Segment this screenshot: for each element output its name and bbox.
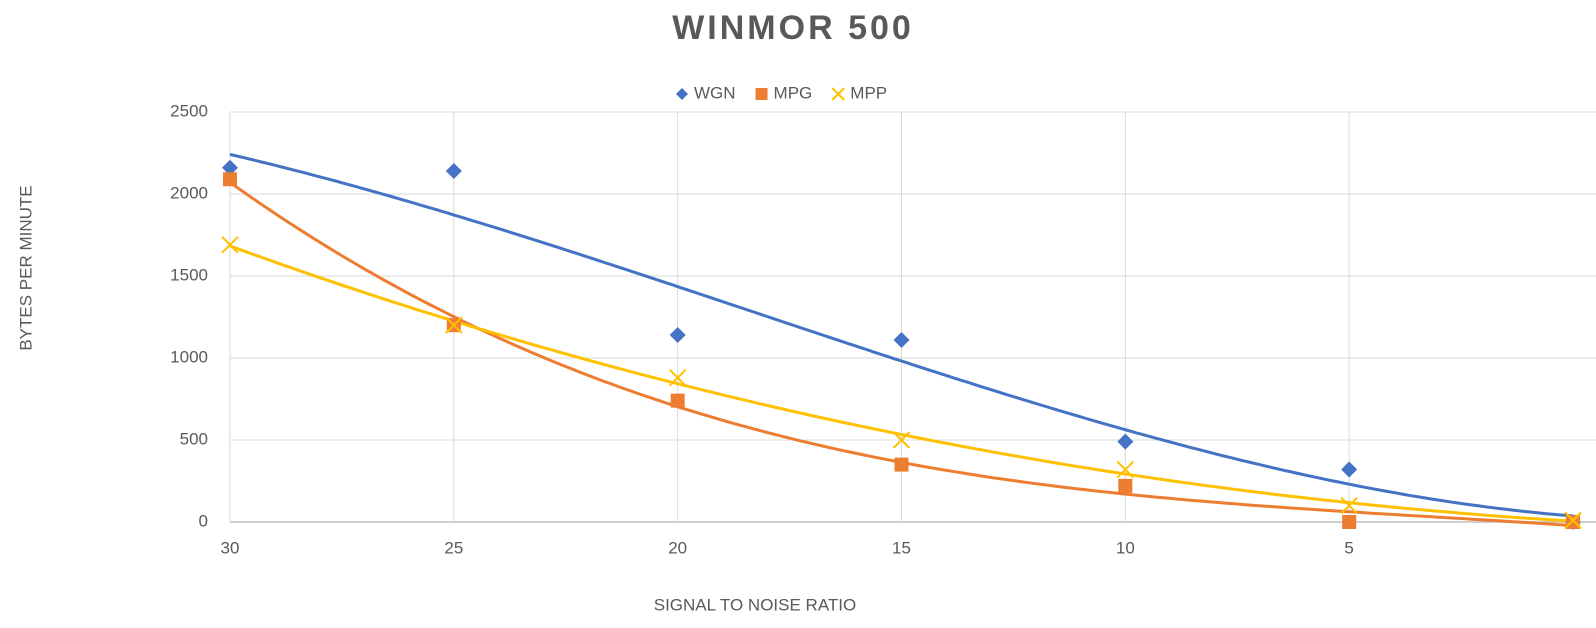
marker	[1117, 433, 1134, 450]
y-tick-label: 0	[199, 511, 208, 530]
y-tick-label: 500	[180, 429, 208, 448]
marker	[894, 457, 909, 472]
marker	[893, 331, 910, 348]
legend-label: WGN	[694, 83, 736, 102]
x-tick-label: 30	[221, 538, 240, 557]
legend-label: MPG	[774, 83, 813, 102]
legend-marker	[755, 88, 768, 100]
y-tick-label: 1000	[170, 347, 208, 366]
trendline	[229, 152, 1574, 518]
x-tick-label: 15	[892, 538, 911, 557]
legend-item: MPG	[755, 83, 813, 102]
legend-marker	[831, 87, 845, 101]
marker	[222, 159, 238, 176]
marker	[223, 172, 237, 187]
x-tick-label: 5	[1344, 538, 1353, 557]
legend-label: MPP	[850, 83, 887, 102]
legend-item: WGN	[676, 83, 736, 102]
marker	[1340, 496, 1358, 515]
series	[221, 236, 1582, 530]
y-tick-label: 2000	[170, 183, 208, 202]
marker	[1341, 461, 1358, 478]
x-tick-label: 25	[444, 538, 463, 557]
legend: WGN MPG MPP	[676, 83, 887, 102]
x-axis-label: SIGNAL TO NOISE RATIO	[654, 595, 856, 614]
y-tick-label: 2500	[170, 101, 208, 120]
marker	[1342, 515, 1357, 529]
legend-item: MPP	[831, 83, 887, 102]
marker	[445, 316, 463, 334]
marker	[1118, 478, 1133, 493]
chart-title: WINMOR 500	[672, 9, 914, 47]
y-axis-label: BYTES PER MINUTE	[16, 185, 35, 350]
marker	[892, 431, 911, 449]
marker	[1564, 511, 1582, 530]
x-tick-label: 20	[668, 538, 687, 557]
marker	[445, 163, 462, 180]
marker	[1116, 460, 1135, 479]
marker	[670, 393, 685, 408]
marker	[668, 368, 687, 387]
x-tick-label: 10	[1116, 538, 1135, 557]
marker	[1566, 515, 1580, 529]
legend-marker	[676, 88, 688, 100]
marker	[221, 236, 239, 254]
marker	[669, 327, 686, 344]
y-tick-label: 1500	[170, 265, 208, 284]
